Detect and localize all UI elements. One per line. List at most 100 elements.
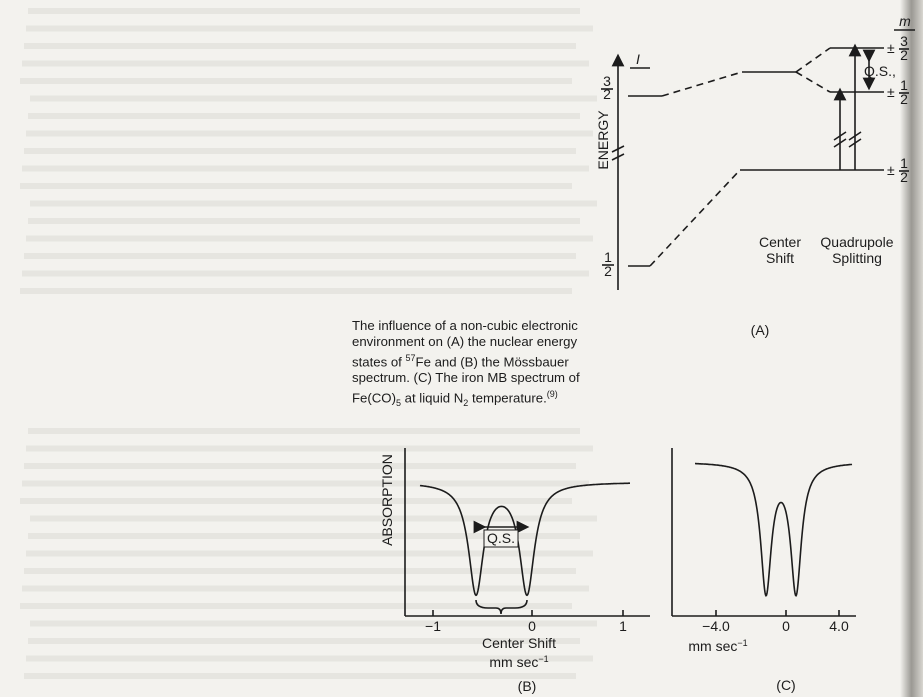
show-through-line (26, 25, 593, 32)
axis-break (611, 145, 625, 153)
show-through-line (28, 428, 580, 434)
tick-label: 0 (528, 618, 536, 634)
panel-b: ABSORPTION Q.S. −1 0 1 Center Shift mm sec… (379, 448, 650, 694)
unit-exp: −1 (737, 638, 747, 648)
energy-label: ENERGY (595, 110, 611, 170)
show-through-line (30, 95, 597, 102)
show-through-line (30, 620, 597, 627)
fraction-num: 1 (900, 155, 908, 171)
caption-sup: (9) (546, 389, 558, 400)
show-through-line (22, 165, 589, 172)
quadrupole-splitting: Splitting (832, 250, 882, 266)
caption-text: at liquid N (400, 390, 464, 406)
tick-label: 0 (782, 618, 790, 634)
panel-a: ENERGY I m 3 2 1 2 Q.S., ±32± 12± 12 Cente (595, 13, 915, 338)
fraction-num: 1 (900, 77, 908, 93)
show-through-line (28, 638, 580, 644)
sublevel-sign: ± (887, 84, 895, 100)
tick-label: 1 (619, 618, 627, 634)
show-through-line (20, 498, 572, 504)
panel-label: (C) (776, 677, 795, 693)
quadrupole-splitting: Quadrupole (820, 234, 893, 250)
show-through-line (20, 288, 572, 294)
show-through-line (20, 183, 572, 189)
qs-label: Q.S., (864, 63, 896, 79)
gutter (900, 0, 923, 697)
break-mark (833, 131, 847, 141)
level-shift (661, 71, 743, 97)
fraction-den: 2 (604, 263, 612, 279)
center-shift: Center (759, 234, 801, 250)
break-mark (848, 131, 862, 141)
fraction-num: 1 (604, 249, 612, 265)
center-shift: Shift (766, 250, 794, 266)
fraction-den: 2 (900, 91, 908, 107)
fraction-den: 2 (900, 47, 908, 63)
y-label: ABSORPTION (379, 454, 395, 546)
ticks: −1 0 1 (425, 610, 627, 634)
figure-caption: The influence of a non-cubic electronic … (352, 318, 600, 411)
caption-sup: 57 (405, 353, 416, 363)
show-through-line (26, 235, 593, 242)
sublevel-sign: ± (887, 162, 895, 178)
sublevel-sign: ± (887, 40, 895, 56)
show-through-line (24, 148, 576, 154)
show-through-line (30, 515, 597, 522)
show-through-line (28, 533, 580, 539)
show-through-line (28, 8, 580, 14)
fraction-den: 2 (900, 169, 908, 185)
panel-label: (A) (751, 322, 770, 338)
tick-label: −4.0 (702, 618, 730, 634)
show-through-line (24, 568, 576, 574)
break-mark (848, 138, 862, 148)
show-through-line (24, 43, 576, 49)
sublevel-labels: ±32± 12± 12 (887, 33, 909, 185)
spectrum (419, 482, 630, 597)
ticks: −4.0 0 4.0 (702, 610, 849, 634)
show-through-line (20, 603, 572, 609)
show-through-line (24, 253, 576, 259)
show-through-line (22, 60, 589, 67)
break-mark (833, 138, 847, 148)
i-label: I (636, 51, 640, 67)
spectrum (695, 462, 853, 598)
fraction-den: 2 (603, 86, 611, 102)
m-label: m (899, 13, 911, 29)
caption-text: The influence of a non-cubic electronic … (352, 318, 578, 370)
show-through-line (22, 585, 589, 592)
level-split (795, 47, 831, 73)
panel-c: −4.0 0 4.0 mm sec−1 (C) (671, 448, 856, 693)
caption-text: temperature. (468, 390, 547, 406)
show-through-line (26, 445, 593, 452)
level-split (795, 71, 831, 93)
show-through-line (24, 463, 576, 469)
unit-text: mm sec (489, 654, 538, 670)
unit-text: mm sec (688, 638, 737, 654)
caption-sub: 5 (395, 398, 401, 409)
brace (475, 599, 528, 615)
unit-exp: −1 (538, 654, 548, 664)
show-through-line (22, 270, 589, 277)
level-shift (649, 169, 741, 267)
center-shift: Center Shift (482, 635, 556, 651)
show-through (20, 8, 597, 679)
show-through-line (26, 550, 593, 557)
fraction-num: 3 (900, 33, 908, 49)
tick-label: 4.0 (829, 618, 849, 634)
qs-label: Q.S. (487, 530, 515, 546)
unit: mm sec−1 (489, 654, 548, 670)
caption-text: Fe and (B) the Mössbauer spectrum. (C) T… (352, 354, 580, 406)
panel-label: (B) (518, 678, 537, 694)
show-through-line (24, 673, 576, 679)
show-through-line (22, 480, 589, 487)
qs-box (483, 529, 519, 548)
fraction-num: 3 (603, 73, 611, 89)
axis-break (611, 153, 625, 161)
tick-label: −1 (425, 618, 441, 634)
show-through-line (28, 218, 580, 224)
show-through-line (30, 200, 597, 207)
show-through-line (26, 655, 593, 662)
unit: mm sec−1 (688, 638, 747, 654)
